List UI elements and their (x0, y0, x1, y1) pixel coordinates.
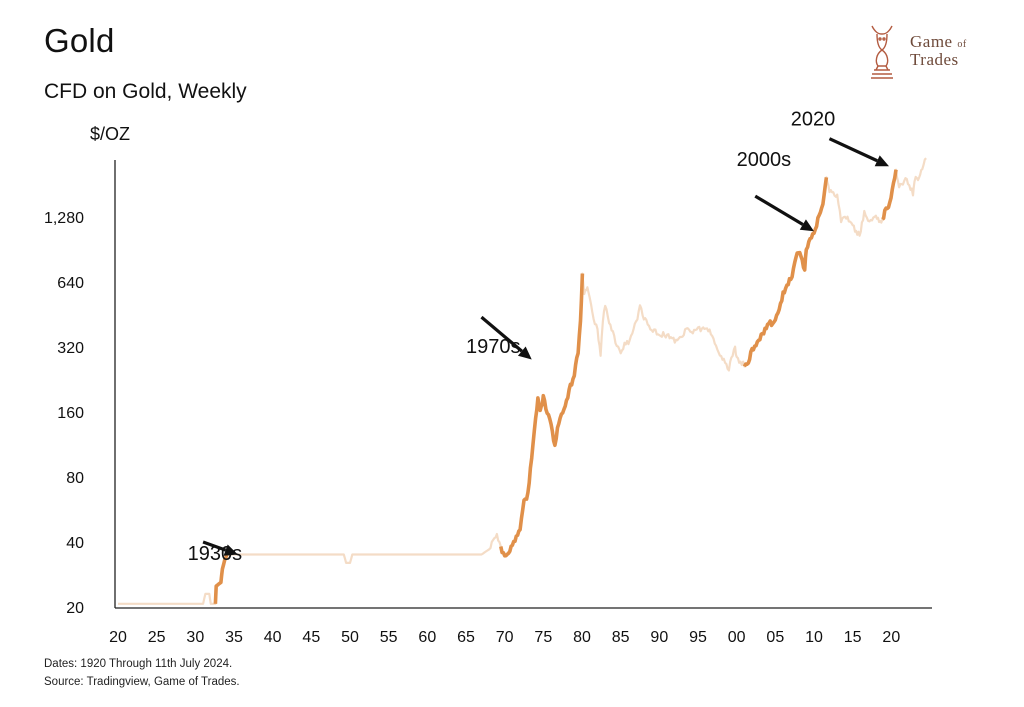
x-tick-label: 10 (805, 629, 823, 646)
x-tick-label: 55 (380, 629, 398, 646)
footnote-source: Source: Tradingview, Game of Trades. (44, 676, 240, 688)
x-tick-label: 65 (457, 629, 475, 646)
x-tick-label: 80 (573, 629, 591, 646)
y-axis-ticks: 20 40 80 160 320 640 1,280 (44, 210, 84, 617)
x-tick-label: 25 (148, 629, 166, 646)
x-tick-label: 20 (109, 629, 127, 646)
annotation-label: 2020 (791, 108, 836, 130)
x-tick-label: 70 (496, 629, 514, 646)
x-tick-label: 45 (302, 629, 320, 646)
x-tick-label: 95 (689, 629, 707, 646)
x-tick-label: 30 (186, 629, 204, 646)
x-tick-label: 75 (534, 629, 552, 646)
y-tick-label: 640 (57, 275, 84, 292)
bull-king-icon (871, 25, 893, 79)
highlight-line-1930s (213, 552, 229, 604)
x-tick-label: 15 (844, 629, 862, 646)
highlight-line-2000s (742, 177, 829, 368)
logo-text-line1: Game of (910, 32, 967, 51)
x-tick-label: 50 (341, 629, 359, 646)
y-tick-label: 160 (57, 405, 84, 422)
footnote-dates: Dates: 1920 Through 11th July 2024. (44, 658, 233, 670)
x-tick-label: 05 (766, 629, 784, 646)
annotation-arrow-line (828, 137, 878, 163)
y-tick-label: 20 (66, 600, 84, 617)
annotation-arrowhead (223, 544, 238, 556)
annotation-arrowhead (799, 219, 814, 232)
x-tick-label: 35 (225, 629, 243, 646)
price-series (118, 157, 927, 605)
annotation-arrow-line (480, 315, 523, 353)
highlight-line-1970s (499, 273, 585, 558)
annotation-arrow-line (754, 194, 804, 226)
annotation-label: 1970s (466, 336, 521, 358)
y-axis-label: $/OZ (90, 124, 130, 144)
x-tick-label: 20 (882, 629, 900, 646)
chart-subtitle: CFD on Gold, Weekly (44, 80, 247, 103)
y-tick-label: 40 (66, 535, 84, 552)
logo-text-line2: Trades (910, 50, 959, 69)
x-tick-label: 90 (650, 629, 668, 646)
annotation-arrowhead (874, 155, 890, 167)
x-tick-label: 00 (728, 629, 746, 646)
annotation-arrowhead (517, 346, 532, 360)
annotation-label: 2000s (737, 149, 792, 171)
y-tick-label: 320 (57, 340, 84, 357)
y-tick-label: 80 (66, 470, 84, 487)
y-tick-label: 1,280 (44, 210, 84, 227)
chart-title: Gold (44, 22, 115, 59)
annotation-arrow-line (202, 540, 227, 552)
x-tick-label: 40 (264, 629, 282, 646)
x-tick-label: 60 (418, 629, 436, 646)
x-axis-ticks: 20 25 30 35 40 45 50 55 60 65 70 75 80 85 90 95 00 05 10 15… (109, 629, 900, 646)
x-tick-label: 85 (612, 629, 630, 646)
highlight-line-2020 (881, 169, 898, 221)
